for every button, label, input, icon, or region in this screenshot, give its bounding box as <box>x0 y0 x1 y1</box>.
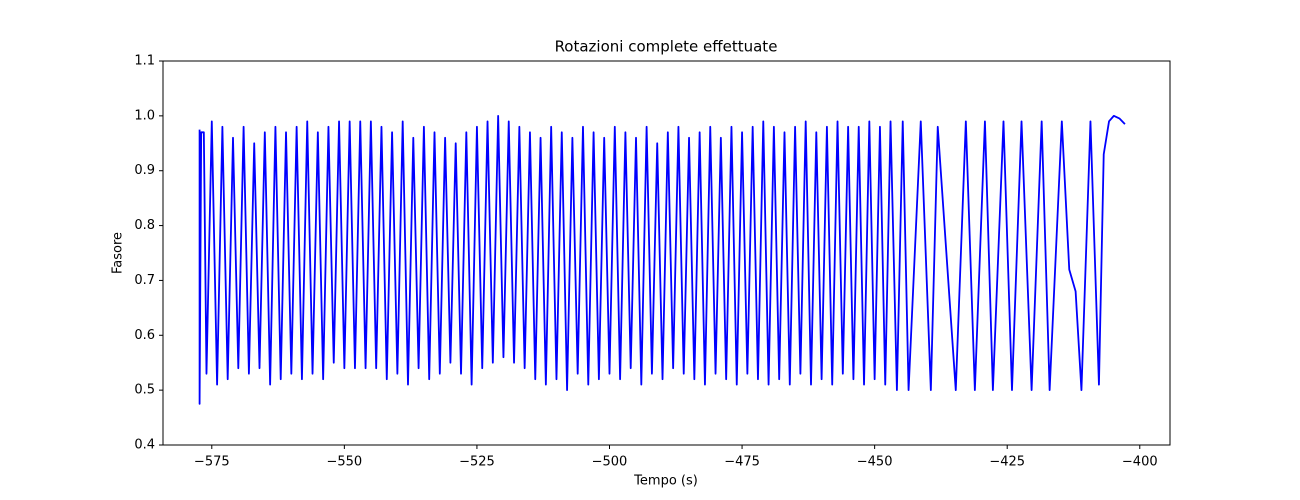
plot-frame <box>162 60 1171 446</box>
y-tick-label: 1.1 <box>134 54 155 69</box>
x-tick-label: −575 <box>194 455 230 470</box>
y-tick-label: 0.4 <box>134 438 155 453</box>
data-line <box>198 114 1126 405</box>
y-tick-label: 0.6 <box>134 328 155 343</box>
y-tick-label: 0.5 <box>134 383 155 398</box>
x-tick-label: −400 <box>1122 455 1158 470</box>
x-tick-label: −425 <box>989 455 1025 470</box>
y-tick-label: 0.8 <box>134 218 155 233</box>
y-tick-label: 0.9 <box>134 163 155 178</box>
x-tick-label: −475 <box>724 455 760 470</box>
y-tick-label: 1.0 <box>134 108 155 123</box>
x-tick-label: −500 <box>592 455 628 470</box>
x-tick-label: −450 <box>857 455 893 470</box>
x-tick-label: −550 <box>326 455 362 470</box>
x-tick-label: −525 <box>459 455 495 470</box>
y-tick-label: 0.7 <box>134 273 155 288</box>
chart-title: Rotazioni complete effettuate <box>555 38 778 56</box>
y-axis-label: Fasore <box>111 232 126 274</box>
x-axis-label: Tempo (s) <box>633 474 698 489</box>
